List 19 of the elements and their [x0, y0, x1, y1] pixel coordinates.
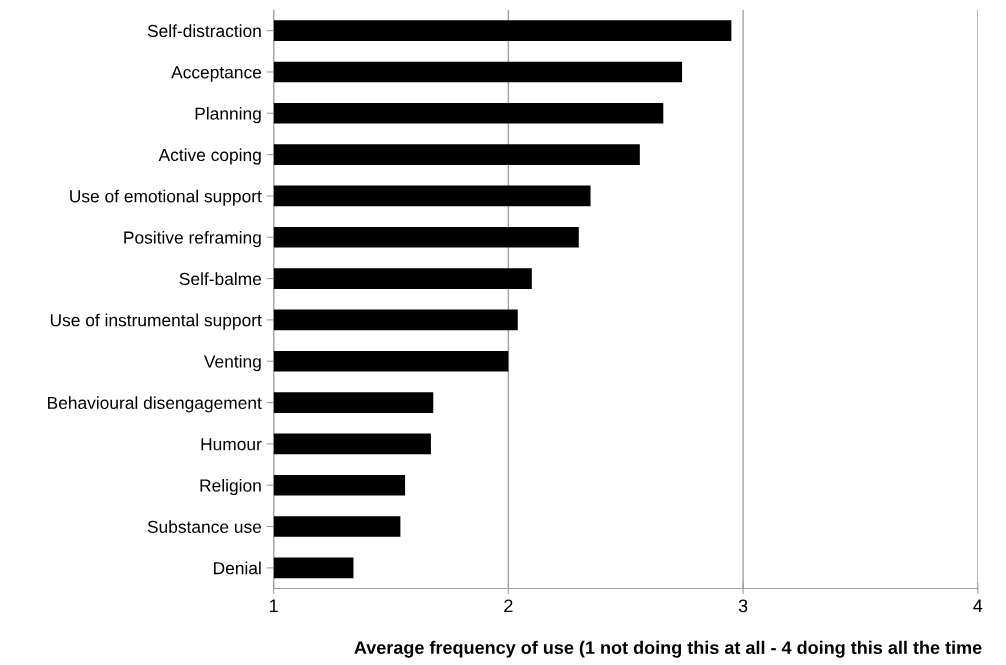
y-tick-label: Behavioural disengagement [48, 396, 262, 413]
y-tick-label: Denial [214, 561, 261, 575]
x-tick-label: 3 [738, 599, 748, 613]
x-axis-title: Average frequency of use (1 not doing this at all - 4 doing this all the time [354, 640, 982, 658]
y-tick-label: Acceptance [171, 66, 262, 82]
x-tick-label: 2 [504, 599, 513, 613]
y-tick-label: Self-distraction [147, 24, 261, 38]
x-tick-label: 1 [269, 599, 278, 613]
x-tick-label: 4 [973, 599, 983, 613]
y-tick-label: Self-balme [179, 272, 262, 286]
y-tick-label: Active coping [158, 148, 261, 165]
y-tick-label: Positive reframing [124, 230, 261, 248]
y-tick-label: Substance use [147, 520, 262, 533]
y-tick-label: Religion [200, 478, 261, 496]
y-tick-label: Use of emotional support [70, 189, 262, 206]
y-tick-label: Humour [201, 438, 262, 451]
y-tick-label: Use of instrumental support [50, 313, 262, 330]
y-tick-label: Planning [195, 107, 261, 124]
y-tick-label: Venting [203, 354, 261, 372]
